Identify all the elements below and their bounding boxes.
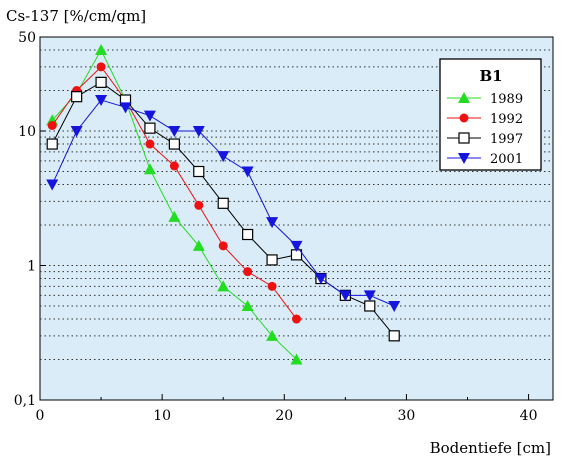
data-point — [96, 62, 106, 72]
y-tick-label: 1 — [27, 259, 36, 275]
data-point — [143, 163, 156, 175]
y-axis-title: Cs-137 [%/cm/qm] — [6, 7, 146, 25]
legend-label: 1992 — [490, 112, 523, 127]
data-point — [145, 139, 155, 149]
data-point — [267, 281, 277, 291]
series-1989 — [46, 44, 303, 365]
grid — [40, 49, 553, 361]
legend-items: 1989 1992 1997 2001 — [447, 92, 523, 167]
y-tick-label: 0,1 — [14, 393, 36, 409]
legend-marker — [458, 132, 470, 144]
legend-title: B1 — [479, 67, 502, 85]
x-tick-label: 20 — [275, 408, 293, 424]
data-point — [266, 329, 279, 341]
data-point — [46, 179, 59, 191]
data-point — [292, 314, 301, 324]
data-point — [192, 239, 205, 251]
data-point — [143, 110, 156, 122]
data-point — [168, 126, 181, 138]
data-point — [168, 138, 180, 150]
legend: B1 1989 1992 1997 2001 — [439, 58, 542, 171]
series-2001 — [46, 95, 401, 312]
data-point — [243, 267, 253, 277]
series-layer — [46, 44, 401, 365]
axes: 0 10 20 30 40 0,1 1 10 50 — [14, 30, 538, 424]
data-point — [95, 44, 108, 56]
y-tick-label: 10 — [18, 124, 36, 140]
x-axis-title: Bodentiefe [cm] — [430, 439, 551, 457]
x-tick-label: 30 — [398, 408, 416, 424]
data-point — [364, 300, 376, 312]
data-point — [46, 138, 58, 150]
data-point — [193, 165, 205, 178]
x-tick-label: 40 — [520, 408, 538, 424]
data-point — [242, 228, 254, 241]
y-tick-label: 50 — [18, 30, 36, 46]
data-point — [314, 273, 327, 285]
data-point — [388, 330, 400, 342]
data-point — [218, 241, 228, 251]
data-point — [217, 280, 230, 292]
x-tick-label: 0 — [36, 408, 45, 424]
data-point — [217, 197, 229, 209]
data-point — [70, 126, 83, 138]
data-point — [71, 91, 83, 103]
legend-label: 2001 — [490, 152, 523, 167]
legend-marker — [458, 153, 470, 164]
legend-item-2001: 2001 — [447, 152, 523, 167]
data-point — [47, 120, 57, 130]
data-point — [169, 161, 179, 171]
data-point — [119, 102, 132, 114]
data-point — [168, 210, 181, 222]
data-point — [95, 76, 107, 88]
legend-marker — [458, 92, 470, 103]
data-point — [290, 240, 303, 252]
legend-marker — [459, 113, 469, 123]
data-point — [241, 166, 254, 178]
legend-label: 1997 — [490, 132, 523, 147]
data-point — [266, 254, 278, 266]
data-point — [363, 290, 376, 302]
data-point — [95, 95, 108, 107]
legend-item-1989: 1989 — [447, 92, 523, 107]
data-point — [194, 200, 204, 210]
data-point — [266, 217, 279, 229]
data-point — [192, 126, 205, 138]
data-point — [241, 299, 254, 311]
data-point — [290, 353, 303, 365]
data-point — [144, 122, 156, 134]
x-tick-label: 10 — [153, 408, 171, 424]
data-point — [388, 300, 401, 312]
legend-frame — [439, 58, 542, 171]
legend-label: 1989 — [490, 92, 523, 107]
data-point — [217, 151, 230, 163]
legend-item-1992: 1992 — [447, 112, 523, 127]
data-point — [339, 290, 352, 302]
legend-item-1997: 1997 — [447, 132, 523, 147]
